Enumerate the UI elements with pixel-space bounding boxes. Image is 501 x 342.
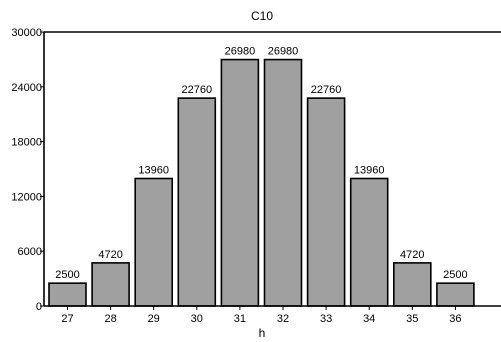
y-axis: 0 6000 12000 18000 24000 30000 [11,27,44,313]
bar-value-label: 2500 [443,269,467,281]
x-tick-label: 35 [406,313,418,325]
x-tick-label: 29 [148,313,160,325]
x-tick-label: 28 [104,313,116,325]
y-tick-label: 18000 [11,137,42,149]
bar [263,58,303,307]
x-tick-label: 31 [234,313,246,325]
bar [349,177,389,307]
bar [306,97,346,307]
x-tick-label: 30 [191,313,203,325]
bar-value-label: 2500 [55,269,79,281]
bar-value-label: 4720 [400,249,424,261]
y-tick-label: 6000 [18,246,42,258]
bar [91,262,130,307]
bar [134,177,173,307]
x-axis: 27 28 29 30 31 32 33 34 35 36 [61,306,462,325]
bar-value-label: 22760 [311,84,342,96]
bar [392,262,432,307]
bar-value-label: 13960 [138,164,169,176]
bar-value-label: 26980 [268,46,299,58]
x-tick-label: 27 [61,313,73,325]
y-tick-label: 0 [36,301,42,313]
y-tick-label: 30000 [11,27,42,39]
bar [48,282,87,307]
bars-group [48,58,475,307]
x-tick-label: 36 [449,313,461,325]
bar [436,282,475,307]
x-axis-label: h [259,326,266,340]
bar [220,58,260,307]
y-tick-label: 24000 [11,82,42,94]
value-labels-group: 2500 4720 13960 22760 26980 26980 22760 13960 47… [55,46,467,282]
y-tick-label: 12000 [11,191,42,203]
bar-value-label: 4720 [98,249,122,261]
bar [177,97,217,307]
x-tick-label: 33 [320,313,332,325]
bar-value-label: 22760 [182,84,213,96]
x-tick-label: 32 [277,313,289,325]
x-tick-label: 34 [363,313,375,325]
chart-title: C10 [251,9,273,23]
bar-value-label: 13960 [354,164,385,176]
bar-value-label: 26980 [225,46,256,58]
